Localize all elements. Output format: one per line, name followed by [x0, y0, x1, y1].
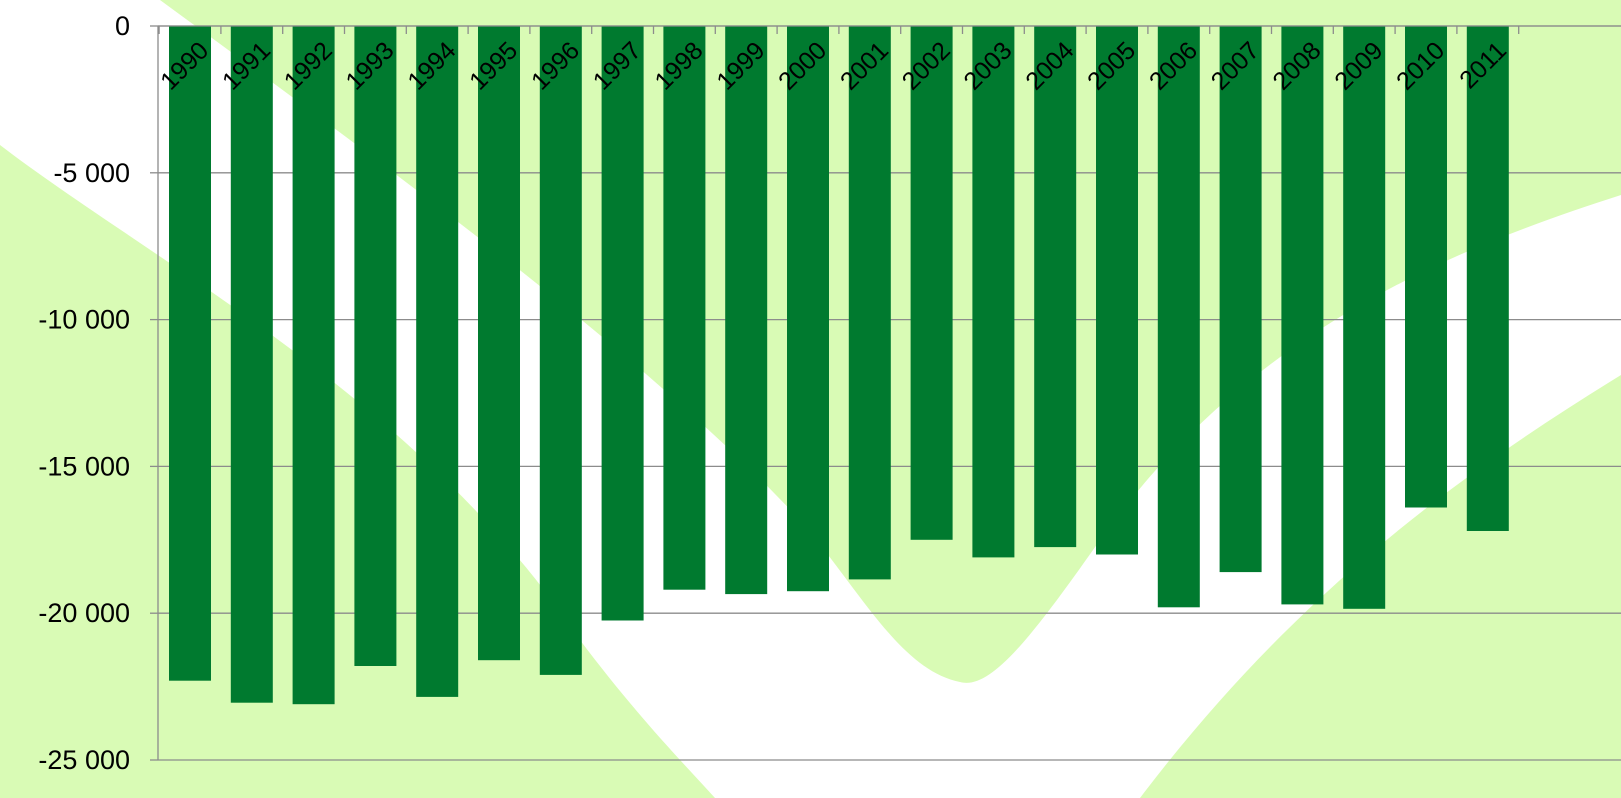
bar-1998 [663, 26, 706, 590]
bar-2010 [1405, 26, 1447, 508]
bar-2006 [1157, 26, 1200, 608]
y-tick-label: -10 000 [38, 305, 130, 335]
bar-2000 [787, 26, 829, 592]
bar-1997 [601, 26, 644, 621]
bar-1996 [539, 26, 582, 675]
bars [169, 26, 1509, 705]
bar-1993 [354, 26, 397, 666]
bar-2002 [910, 26, 953, 540]
bar-2003 [972, 26, 1015, 558]
bar-1991 [230, 26, 273, 703]
y-tick-label: -20 000 [38, 598, 130, 628]
bar-1999 [725, 26, 768, 595]
bar-2011 [1466, 26, 1509, 531]
bar-1995 [478, 26, 520, 661]
bar-2007 [1219, 26, 1262, 573]
bar-1992 [292, 26, 335, 705]
bar-1994 [416, 26, 459, 697]
y-tick-label: -15 000 [38, 451, 130, 481]
axes [150, 25, 1621, 761]
bar-2005 [1096, 26, 1138, 555]
y-tick-label: -5 000 [53, 158, 130, 188]
bar-1990 [169, 26, 211, 681]
bar-2009 [1343, 26, 1386, 609]
y-tick-label: 0 [115, 11, 130, 41]
y-axis-tick-labels: 0 -5 000 -10 000 -15 000 -20 000 -25 000 [38, 11, 130, 775]
bar-2004 [1034, 26, 1077, 548]
y-tick-label: -25 000 [38, 745, 130, 775]
bar-2008 [1281, 26, 1324, 605]
bar-2001 [848, 26, 891, 580]
